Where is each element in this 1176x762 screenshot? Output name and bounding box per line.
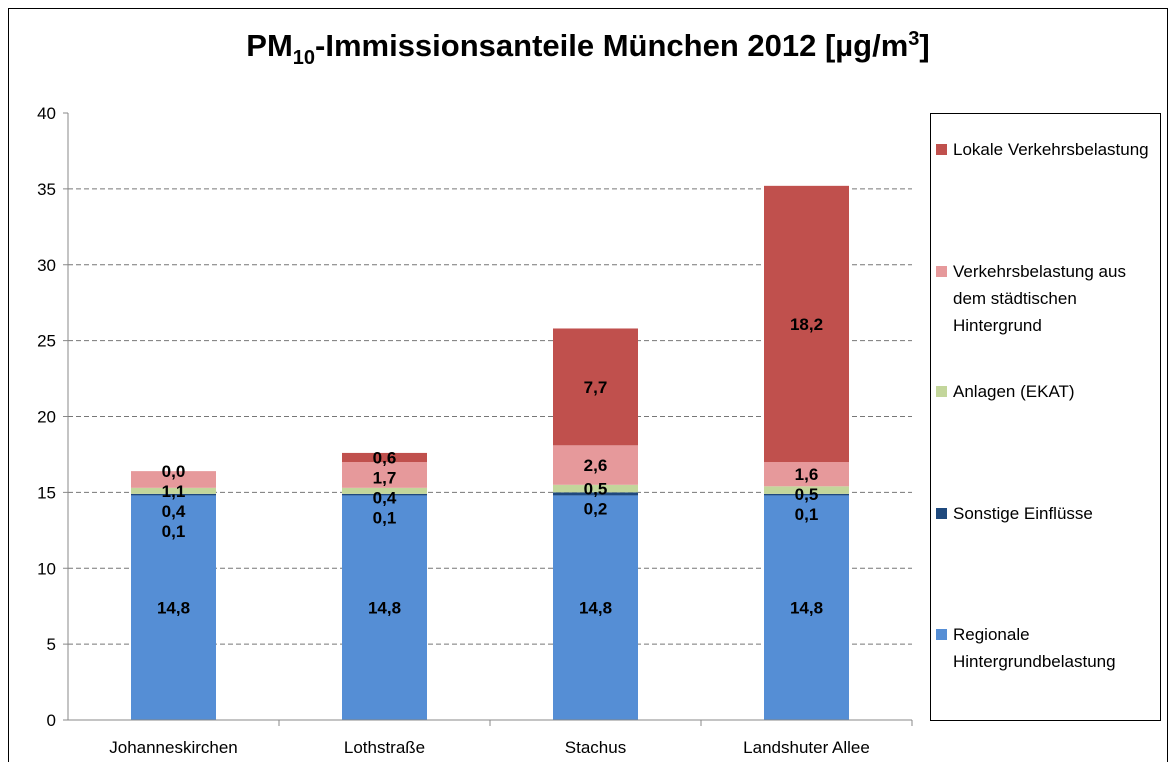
data-label: 0,4 [162, 502, 186, 521]
bar-segment [342, 495, 427, 720]
title-part: PM [246, 28, 293, 63]
legend-box [930, 113, 1161, 721]
data-label: 0,5 [584, 480, 608, 499]
bar-segment [764, 495, 849, 720]
y-tick-label: 25 [37, 332, 56, 351]
data-label: 14,8 [790, 599, 823, 618]
y-tick-label: 30 [37, 256, 56, 275]
bar-segment [553, 445, 638, 485]
legend-swatch [936, 144, 947, 155]
data-label: 0,1 [795, 505, 819, 524]
bar-segment [131, 493, 216, 496]
title-part: -Immissionsanteile München 2012 [µg/m [315, 28, 908, 63]
data-label: 14,8 [157, 599, 190, 618]
bar-segment [131, 495, 216, 720]
bar-segment [342, 487, 427, 494]
y-tick-label: 15 [37, 483, 56, 502]
data-label: 14,8 [368, 599, 401, 618]
data-label: 0,1 [373, 508, 397, 527]
legend-label: Regionale Hintergrundbelastung [953, 625, 1116, 671]
legend-swatch [936, 265, 947, 277]
x-tick-label: Lothstraße [344, 738, 425, 757]
x-tick-label: Johanneskirchen [109, 738, 238, 757]
bar-segment [342, 493, 427, 496]
x-tick-label: Landshuter Allee [743, 738, 870, 757]
legend-swatch [936, 385, 947, 397]
bar-segment [764, 486, 849, 494]
data-label: 18,2 [790, 315, 823, 334]
legend-label: Verkehrsbelastung aus dem städtischen Hi… [953, 261, 1126, 335]
bar-segment [131, 471, 216, 488]
legend-label: Sonstige Einflüsse [953, 503, 1093, 523]
legend-swatch [936, 507, 947, 519]
y-tick-label: 10 [37, 559, 56, 578]
data-label: 1,7 [373, 468, 397, 487]
data-label: 1,6 [795, 465, 819, 484]
bar-segment [342, 462, 427, 488]
y-tick-label: 0 [47, 711, 56, 730]
bar-segment [764, 185, 849, 463]
data-label: 0,6 [373, 448, 397, 467]
bar-segment [342, 452, 427, 463]
data-label: 0,2 [584, 500, 608, 519]
legend-swatch [936, 629, 947, 640]
data-label: 0,5 [795, 485, 819, 504]
y-tick-label: 5 [47, 635, 56, 654]
bar-segment [553, 484, 638, 493]
legend-label: Lokale Verkehrsbelastung [953, 140, 1149, 159]
bar-segment [553, 328, 638, 446]
data-label: 0,0 [162, 462, 186, 481]
data-label: 7,7 [584, 378, 608, 397]
y-tick-label: 35 [37, 180, 56, 199]
title-sup: 3 [908, 28, 919, 50]
chart-border [8, 8, 1168, 762]
data-label: 0,1 [162, 522, 186, 541]
legend-label: Anlagen (EKAT) [953, 381, 1075, 401]
data-label: 14,8 [579, 599, 612, 618]
x-tick-label: Stachus [565, 738, 626, 757]
chart-title: PM10-Immissionsanteile München 2012 [µg/… [246, 28, 929, 69]
bar-segment [764, 493, 849, 496]
y-tick-label: 20 [37, 408, 56, 427]
data-label: 2,6 [584, 456, 608, 475]
bar-segment [553, 492, 638, 496]
data-label: 0,4 [373, 488, 397, 507]
title-sub: 10 [293, 47, 315, 69]
data-label: 1,1 [162, 482, 186, 501]
bar-segment [131, 487, 216, 494]
bar-segment [553, 495, 638, 720]
y-tick-label: 40 [37, 104, 56, 123]
bar-segment [764, 462, 849, 487]
title-part: ] [919, 28, 929, 63]
